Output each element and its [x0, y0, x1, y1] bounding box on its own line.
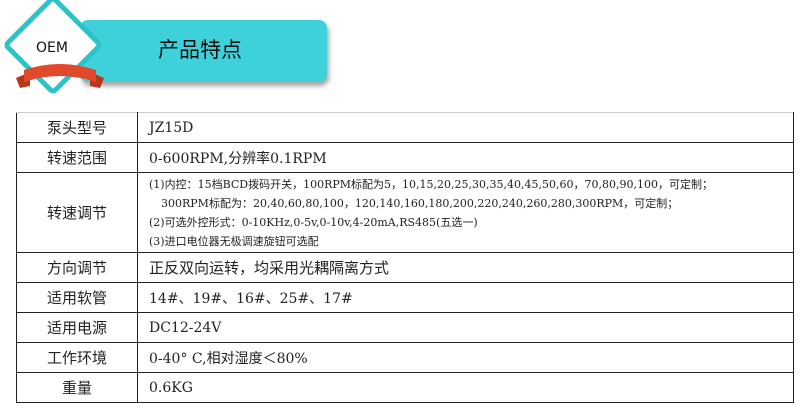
table-row: 适用软管 14#、19#、16#、25#、17# [16, 282, 794, 313]
spec-line: (2)可选外控形式：0-10KHz,0-5v,0-10v,4-20mA,RS48… [149, 215, 478, 229]
spec-label: 泵头型号 [16, 112, 138, 143]
spec-label: 重量 [16, 372, 138, 403]
table-row: 工作环境 0-40° C,相对湿度＜80% [16, 342, 794, 373]
spec-value: 0.6KG [137, 372, 794, 403]
spec-label: 工作环境 [16, 342, 138, 373]
spec-value: 正反双向运转，均采用光耦隔离方式 [137, 252, 794, 283]
title-banner: 产品特点 [80, 20, 327, 82]
table-row: 转速调节 (1)内控：15档BCD拨码开关，100RPM标配为5，10,15,2… [16, 172, 794, 253]
spec-label: 适用软管 [16, 282, 138, 313]
table-row: 转速范围 0-600RPM,分辨率0.1RPM [16, 142, 794, 173]
spec-value: DC12-24V [137, 312, 794, 343]
spec-value: 0-600RPM,分辨率0.1RPM [137, 142, 794, 173]
spec-line: 300RPM标配为：20,40,60,80,100，120,140,160,18… [161, 196, 679, 210]
spec-value: JZ15D [137, 112, 794, 143]
table-row: 适用电源 DC12-24V [16, 312, 794, 343]
table-row: 泵头型号 JZ15D [16, 112, 794, 143]
spec-label: 适用电源 [16, 312, 138, 343]
spec-value: 0-40° C,相对湿度＜80% [137, 342, 794, 373]
spec-value: 14#、19#、16#、25#、17# [137, 282, 794, 313]
section-title: 产品特点 [158, 38, 242, 62]
oem-badge-text: OEM [36, 40, 68, 56]
spec-table: 泵头型号 JZ15D 转速范围 0-600RPM,分辨率0.1RPM 转速调节 (1… [16, 112, 794, 403]
table-row: 重量 0.6KG [16, 372, 794, 403]
spec-line: (3)进口电位器无极调速旋钮可选配 [149, 234, 319, 248]
ribbon-icon [16, 64, 104, 88]
spec-line: (1)内控：15档BCD拨码开关，100RPM标配为5，10,15,20,25,… [149, 177, 713, 191]
spec-label: 转速调节 [16, 172, 138, 253]
spec-value: (1)内控：15档BCD拨码开关，100RPM标配为5，10,15,20,25,… [137, 172, 794, 253]
table-row: 方向调节 正反双向运转，均采用光耦隔离方式 [16, 252, 794, 283]
spec-label: 转速范围 [16, 142, 138, 173]
spec-label: 方向调节 [16, 252, 138, 283]
